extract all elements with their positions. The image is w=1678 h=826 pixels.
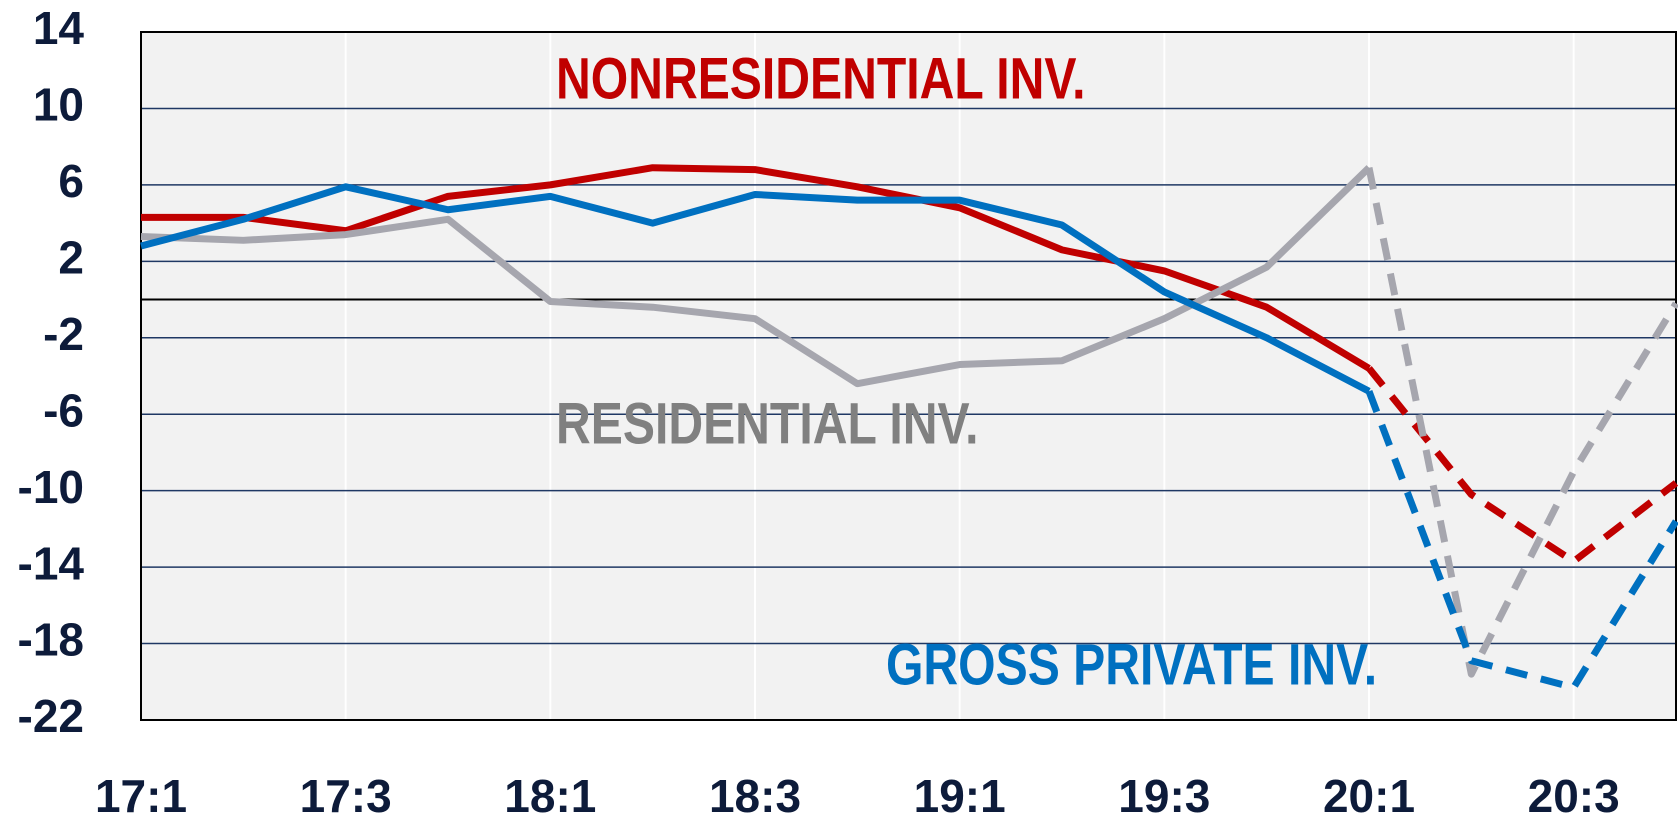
- x-tick-label: 20:1: [1323, 770, 1415, 822]
- x-tick-label: 19:3: [1118, 770, 1210, 822]
- series-line: [140, 183, 1371, 395]
- forecast-line: [1365, 390, 1678, 692]
- series-label: NONRESIDENTIAL INV.: [556, 47, 1085, 111]
- x-tick-label: 18:1: [504, 770, 596, 822]
- y-tick-label: 6: [58, 155, 84, 207]
- y-tick-label: -6: [43, 384, 84, 436]
- x-tick-label: 20:3: [1528, 770, 1620, 822]
- y-tick-label: 10: [33, 79, 84, 131]
- series-line: [140, 165, 1372, 388]
- y-tick-label: -22: [18, 690, 84, 742]
- x-tick-label: 18:3: [709, 770, 801, 822]
- series-label: GROSS PRIVATE INV.: [886, 633, 1377, 697]
- y-tick-label: -2: [43, 308, 84, 360]
- y-tick-label: -14: [18, 537, 85, 589]
- y-tick-label: 2: [58, 231, 84, 283]
- y-tick-label: 14: [33, 2, 85, 54]
- x-tick-label: 17:1: [95, 770, 187, 822]
- x-tick-label: 17:3: [300, 770, 392, 822]
- y-tick-label: -10: [18, 461, 84, 513]
- forecast-line: [1365, 166, 1678, 678]
- series-line: [141, 164, 1371, 372]
- plot-border: [140, 31, 1677, 721]
- series-label: RESIDENTIAL INV.: [556, 392, 979, 456]
- x-tick-label: 19:1: [914, 770, 1006, 822]
- y-tick-label: -18: [18, 614, 84, 666]
